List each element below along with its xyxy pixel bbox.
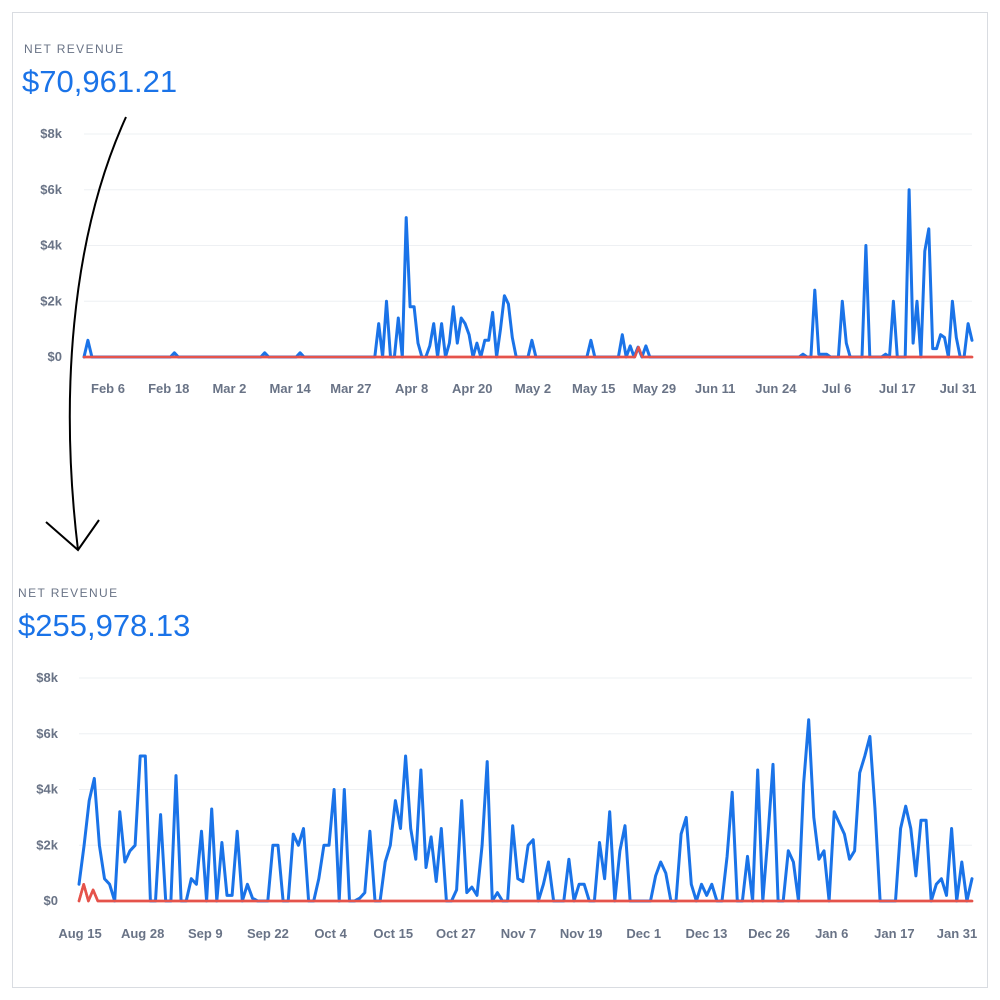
top-xtick-label: Mar 14 <box>270 381 312 396</box>
bottom-xtick-label: Sep 9 <box>188 926 223 941</box>
top-xtick-label: Jun 11 <box>695 381 735 396</box>
bottom-xtick-label: Dec 1 <box>626 926 661 941</box>
bottom-xtick-label: Nov 7 <box>501 926 536 941</box>
top-xtick-label: Apr 20 <box>452 381 492 396</box>
top-ytick-label: $6k <box>40 182 62 197</box>
top-series-refund-line-overlay <box>82 345 974 359</box>
bottom-ytick-label: $4k <box>36 782 58 797</box>
bottom-ytick-label: $6k <box>36 726 58 741</box>
bottom-series-refund-line-overlay <box>77 882 974 903</box>
bottom-ytick-label: $0 <box>44 893 58 908</box>
bottom-xtick-label: Dec 13 <box>685 926 727 941</box>
bottom-series-refund-line <box>77 882 974 903</box>
bottom-xtick-label: Dec 26 <box>748 926 790 941</box>
top-xtick-label: May 29 <box>633 381 676 396</box>
bottom-xtick-label: Oct 27 <box>436 926 476 941</box>
bottom-chart-total: $255,978.13 <box>18 608 191 643</box>
bottom-xtick-label: Nov 19 <box>560 926 603 941</box>
bottom-xtick-label: Jan 31 <box>937 926 977 941</box>
bottom-ytick-label: $8k <box>36 670 58 685</box>
top-xtick-label: Apr 8 <box>395 381 428 396</box>
top-xtick-label: Jun 24 <box>755 381 797 396</box>
bottom-xtick-label: Sep 22 <box>247 926 289 941</box>
top-ytick-label: $0 <box>48 349 62 364</box>
bottom-series-revenue-line <box>77 718 974 903</box>
bottom-xtick-label: Aug 28 <box>121 926 164 941</box>
top-xtick-label: Jul 31 <box>940 381 977 396</box>
top-xtick-label: Feb 18 <box>148 381 189 396</box>
bottom-xtick-label: Oct 4 <box>314 926 347 941</box>
top-xtick-label: Mar 27 <box>330 381 371 396</box>
bottom-xtick-label: Jan 17 <box>874 926 914 941</box>
top-series-revenue-line <box>82 188 974 359</box>
bottom-ytick-label: $2k <box>36 837 58 852</box>
top-xtick-label: Jul 17 <box>879 381 916 396</box>
top-chart-caption: NET REVENUE <box>24 42 125 56</box>
top-xtick-label: Mar 2 <box>212 381 246 396</box>
bottom-xtick-label: Aug 15 <box>58 926 101 941</box>
bottom-xtick-label: Oct 15 <box>373 926 413 941</box>
top-ytick-label: $2k <box>40 293 62 308</box>
top-xtick-label: May 2 <box>515 381 551 396</box>
top-xtick-label: Feb 6 <box>91 381 125 396</box>
bottom-xtick-label: Jan 6 <box>815 926 848 941</box>
top-xtick-label: Jul 6 <box>822 381 852 396</box>
top-ytick-label: $8k <box>40 126 62 141</box>
top-xtick-label: May 15 <box>572 381 615 396</box>
bottom-chart-caption: NET REVENUE <box>18 586 119 600</box>
top-chart-total: $70,961.21 <box>22 64 178 99</box>
top-ytick-label: $4k <box>40 238 62 253</box>
